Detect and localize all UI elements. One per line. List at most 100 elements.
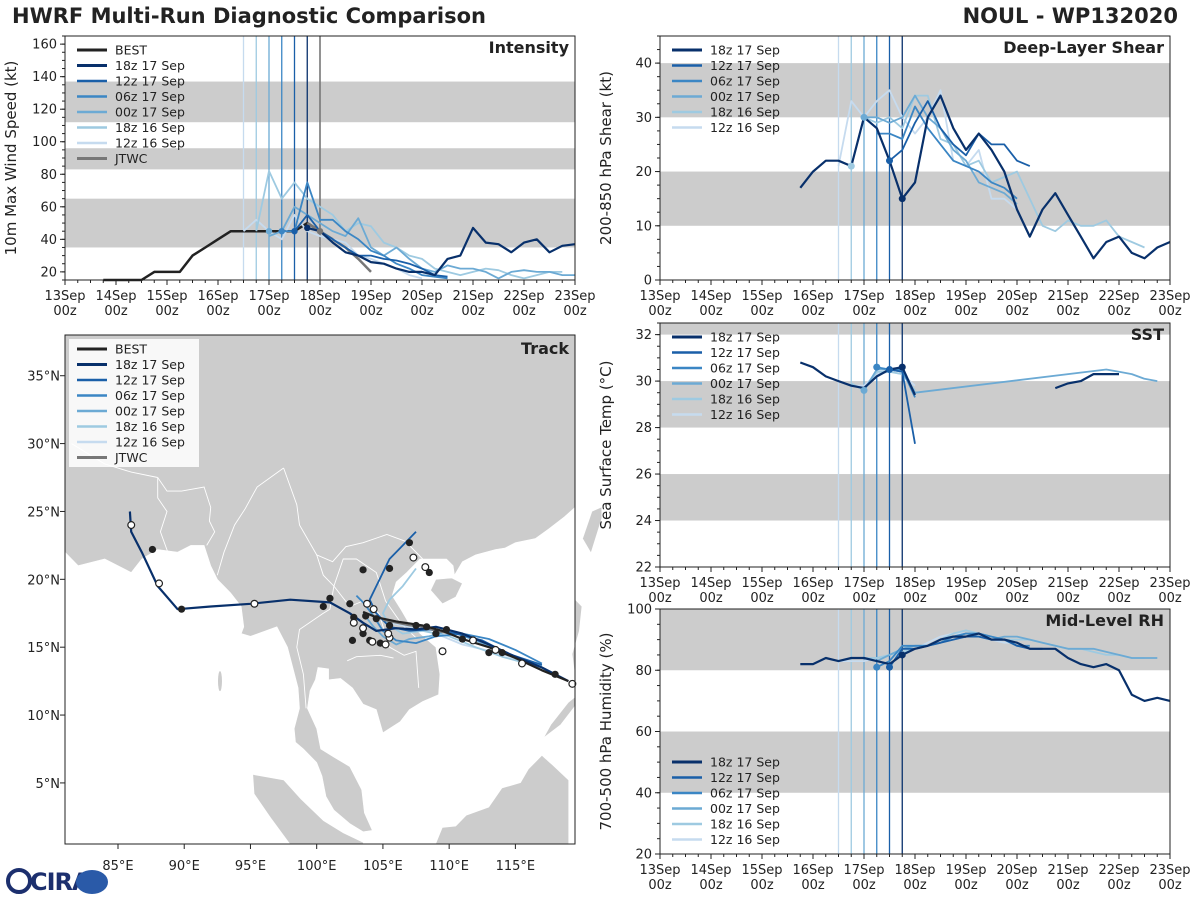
x-tick-label: 00z bbox=[155, 304, 179, 319]
track-point-open bbox=[568, 679, 577, 688]
x-tick-label: 00z bbox=[359, 304, 383, 319]
panel-title: Track bbox=[521, 339, 569, 358]
x-tick-label: 00z bbox=[563, 304, 587, 319]
y-axis-label: 700-500 hPa Humidity (%) bbox=[597, 632, 615, 830]
x-tick-label: 20Sep bbox=[996, 863, 1037, 878]
y-tick-label: 30 bbox=[635, 375, 652, 390]
x-tick-label: 00z bbox=[1056, 878, 1080, 893]
legend-label: 18z 17 Sep bbox=[710, 43, 780, 58]
y-tick-label: 10°N bbox=[27, 709, 60, 724]
x-tick-label: 00z bbox=[750, 591, 774, 606]
track-point-open bbox=[363, 599, 372, 608]
legend-label: 18z 17 Sep bbox=[115, 357, 185, 372]
x-tick-label: 00z bbox=[308, 304, 332, 319]
series-line bbox=[1054, 373, 1119, 390]
legend-label: 18z 16 Sep bbox=[115, 120, 185, 135]
track-point-filled bbox=[359, 566, 367, 574]
track-point-open bbox=[384, 629, 393, 638]
land-palawan bbox=[544, 697, 575, 737]
track-point-filled bbox=[498, 649, 506, 657]
x-tick-label: 17Sep bbox=[248, 289, 289, 304]
x-tick-label: 19Sep bbox=[945, 289, 986, 304]
x-tick-label: 20Sep bbox=[996, 289, 1037, 304]
init-marker bbox=[304, 224, 311, 232]
legend-background bbox=[69, 339, 199, 467]
track-point-open bbox=[368, 637, 377, 646]
track-point-filled bbox=[359, 630, 367, 638]
track-point-filled bbox=[346, 600, 354, 608]
x-tick-label: 00z bbox=[903, 878, 927, 893]
y-tick-label: 20°N bbox=[27, 573, 60, 588]
sst-panel: 22242628303213Sep00z14Sep00z15Sep00z16Se… bbox=[597, 322, 1191, 606]
x-tick-label: 17Sep bbox=[843, 289, 884, 304]
x-tick-label: 100°E bbox=[297, 859, 337, 874]
x-tick-label: 00z bbox=[1107, 878, 1131, 893]
legend-label: BEST bbox=[115, 43, 147, 58]
x-tick-label: 22Sep bbox=[1098, 576, 1139, 591]
x-tick-label: 00z bbox=[53, 304, 77, 319]
init-marker bbox=[873, 363, 881, 371]
x-tick-label: 00z bbox=[1005, 878, 1029, 893]
x-tick-label: 90°E bbox=[169, 859, 200, 874]
plot-frame bbox=[64, 334, 576, 845]
track-line bbox=[362, 610, 569, 683]
x-tick-label: 13Sep bbox=[639, 863, 680, 878]
x-tick-label: 00z bbox=[104, 304, 128, 319]
series-line bbox=[876, 105, 1018, 200]
track-point-filled bbox=[485, 649, 493, 657]
track-point-filled bbox=[423, 623, 431, 631]
x-tick-label: 15Sep bbox=[146, 289, 187, 304]
legend-label: 18z 16 Sep bbox=[115, 419, 185, 434]
x-tick-label: 00z bbox=[648, 304, 672, 319]
x-tick-label: 85°E bbox=[102, 859, 133, 874]
x-tick-label: 00z bbox=[1107, 591, 1131, 606]
y-tick-label: 15°N bbox=[27, 641, 60, 656]
init-marker bbox=[898, 363, 906, 371]
init-marker bbox=[847, 162, 855, 170]
legend-label: 18z 17 Sep bbox=[115, 58, 185, 73]
x-tick-label: 16Sep bbox=[792, 863, 833, 878]
track-point-filled bbox=[362, 612, 370, 620]
y-tick-label: 160 bbox=[32, 38, 57, 53]
track-point-open bbox=[127, 521, 136, 530]
x-tick-label: 23Sep bbox=[554, 289, 595, 304]
track-line bbox=[381, 567, 543, 669]
series-line bbox=[307, 226, 576, 277]
x-tick-label: 00z bbox=[954, 878, 978, 893]
panel-title: Deep-Layer Shear bbox=[1003, 38, 1164, 57]
series-line bbox=[863, 368, 1158, 394]
x-tick-label: 13Sep bbox=[44, 289, 85, 304]
init-marker bbox=[860, 386, 868, 394]
y-tick-label: 60 bbox=[635, 725, 652, 740]
x-tick-label: 15Sep bbox=[741, 289, 782, 304]
cira-logo: CIRA bbox=[4, 866, 114, 898]
x-tick-label: 00z bbox=[852, 591, 876, 606]
land-sumatra bbox=[253, 774, 364, 844]
x-tick-label: 21Sep bbox=[452, 289, 493, 304]
legend-label: 12z 17 Sep bbox=[710, 58, 780, 73]
x-tick-label: 00z bbox=[699, 878, 723, 893]
x-tick-label: 00z bbox=[903, 591, 927, 606]
x-tick-label: 00z bbox=[648, 591, 672, 606]
x-tick-label: 00z bbox=[954, 304, 978, 319]
x-tick-label: 00z bbox=[699, 591, 723, 606]
legend-label: 12z 16 Sep bbox=[710, 407, 780, 422]
series-line bbox=[800, 632, 1171, 703]
track-point-open bbox=[155, 579, 164, 588]
x-tick-label: 18Sep bbox=[299, 289, 340, 304]
shaded-band bbox=[660, 609, 1170, 671]
x-tick-label: 00z bbox=[648, 878, 672, 893]
x-tick-label: 13Sep bbox=[639, 576, 680, 591]
legend-label: 12z 16 Sep bbox=[115, 435, 185, 450]
x-tick-label: 00z bbox=[903, 304, 927, 319]
legend-label: 12z 16 Sep bbox=[710, 120, 780, 135]
y-tick-label: 40 bbox=[635, 786, 652, 801]
country-border bbox=[283, 467, 424, 563]
x-tick-label: 00z bbox=[1005, 304, 1029, 319]
shear-panel: 01020304013Sep00z14Sep00z15Sep00z16Sep00… bbox=[597, 35, 1191, 319]
x-tick-label: 14Sep bbox=[690, 576, 731, 591]
series-line bbox=[281, 181, 448, 280]
shaded-band bbox=[660, 731, 1170, 793]
x-tick-label: 20Sep bbox=[401, 289, 442, 304]
legend-label: 12z 17 Sep bbox=[710, 345, 780, 360]
